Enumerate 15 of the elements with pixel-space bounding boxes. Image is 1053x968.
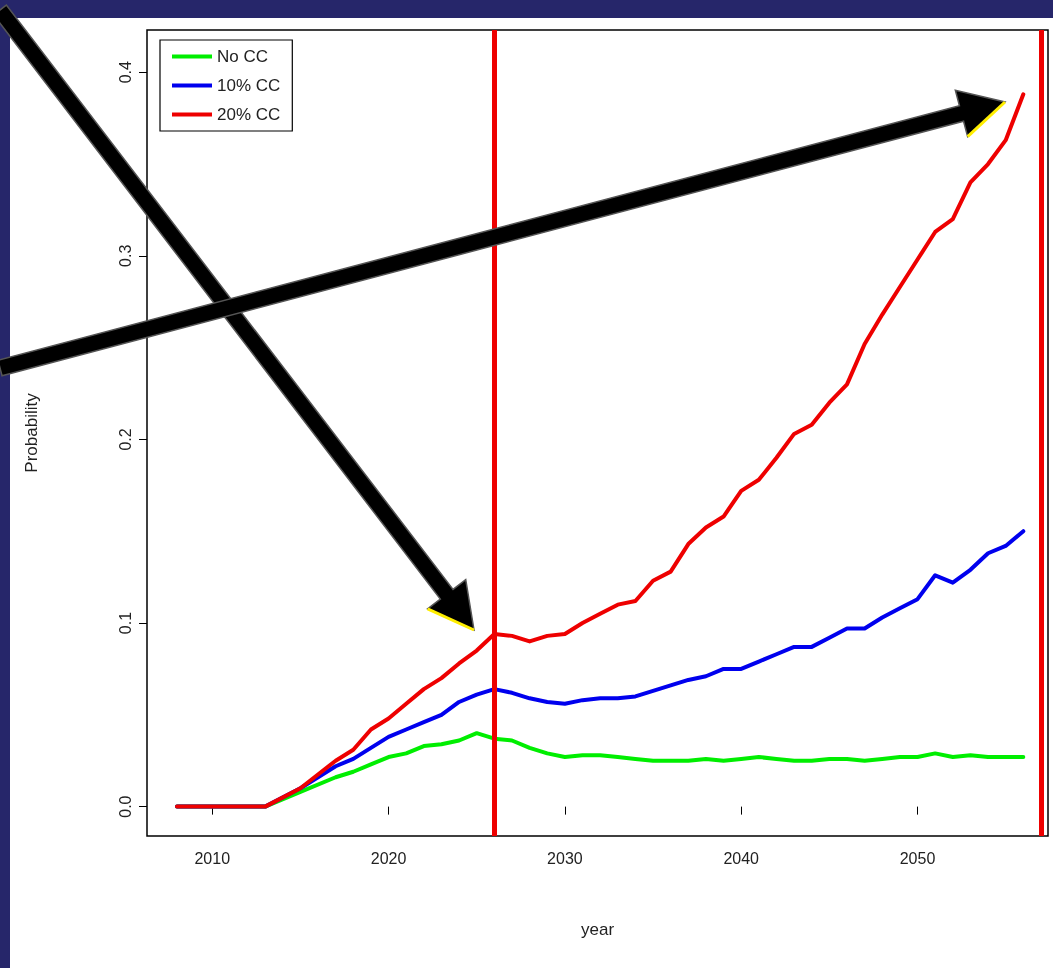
y-tick-label: 0.0: [116, 795, 134, 818]
legend-label: 20% CC: [217, 105, 281, 124]
y-tick-label: 0.3: [116, 244, 134, 267]
y-axis-title: Probability: [22, 392, 41, 473]
y-tick-label: 0.4: [116, 61, 134, 84]
x-tick-label: 2050: [899, 849, 936, 867]
x-tick-label: 2020: [370, 849, 407, 867]
legend-label: No CC: [217, 47, 269, 66]
legend-label: 10% CC: [217, 76, 281, 95]
y-tick-label: 0.2: [116, 428, 134, 451]
y-tick-label: 0.1: [116, 611, 134, 635]
x-tick-label: 2010: [194, 849, 231, 867]
x-axis-title: year: [580, 920, 615, 939]
x-tick-label: 2030: [547, 849, 583, 867]
x-tick-label: 2040: [723, 849, 760, 867]
